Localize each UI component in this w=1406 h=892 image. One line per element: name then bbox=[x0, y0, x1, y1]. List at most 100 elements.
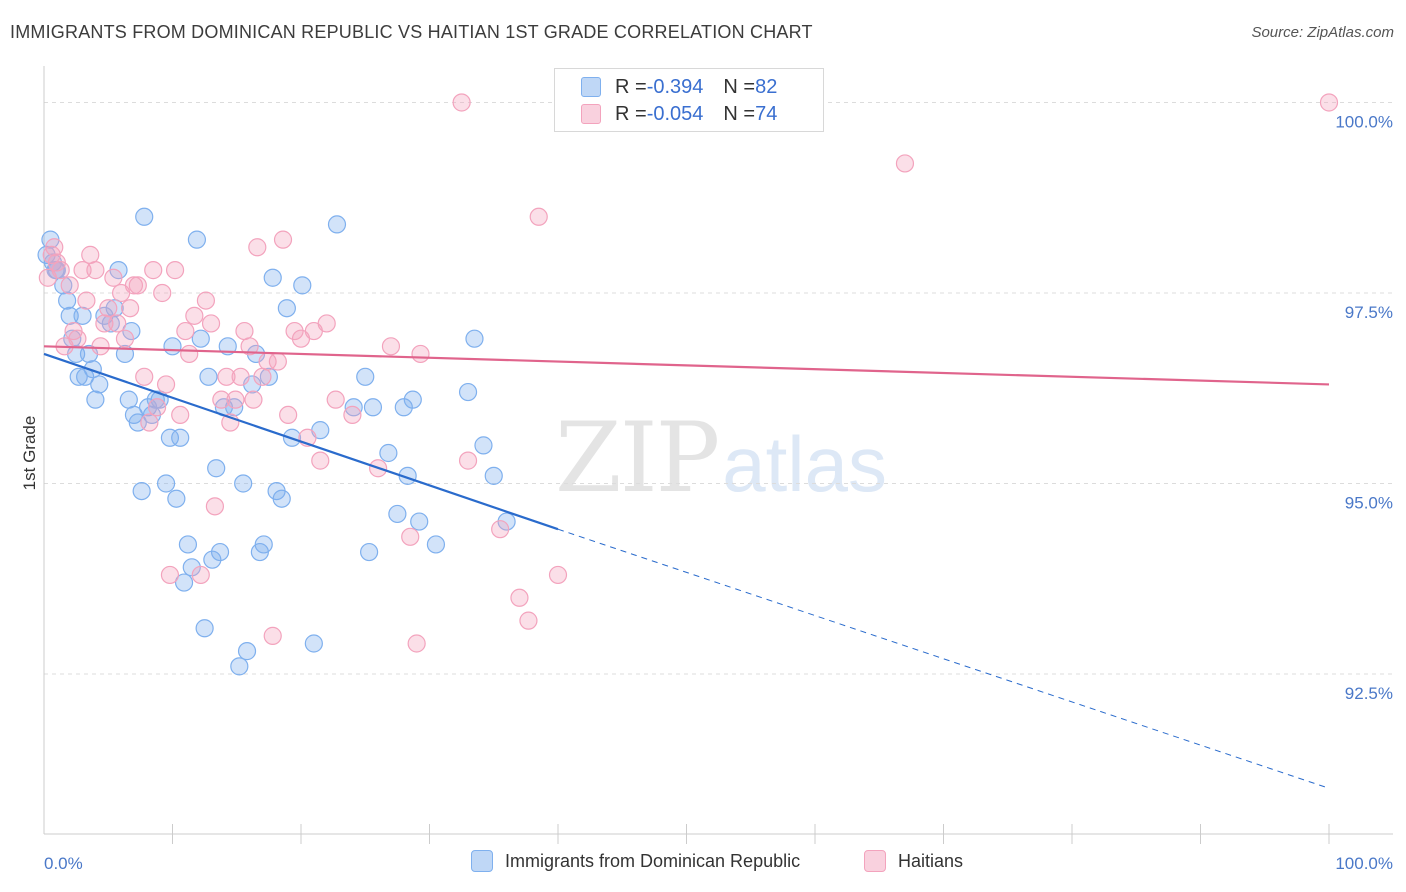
r-value: -0.054 bbox=[646, 102, 704, 125]
y-tick-label: 92.5% bbox=[1345, 684, 1393, 703]
point-haitian bbox=[407, 634, 426, 653]
point-haitian bbox=[458, 451, 478, 470]
point-haitian bbox=[124, 276, 144, 295]
point-dominican bbox=[465, 329, 484, 348]
point-haitian bbox=[1319, 93, 1339, 112]
point-haitian bbox=[548, 565, 568, 585]
point-haitian bbox=[104, 268, 123, 287]
point-dominican bbox=[458, 382, 478, 402]
y-axis-title: 1st Grade bbox=[20, 416, 39, 491]
point-haitian bbox=[45, 238, 64, 257]
point-haitian bbox=[519, 611, 538, 630]
point-haitian bbox=[311, 451, 330, 470]
point-haitian bbox=[235, 321, 254, 341]
point-haitian bbox=[153, 283, 172, 303]
point-dominican bbox=[304, 634, 323, 653]
series-haitian-points bbox=[38, 93, 1339, 653]
x-tick-label: 100.0% bbox=[1335, 854, 1393, 873]
watermark: ZIPatlas bbox=[555, 402, 887, 514]
point-haitian bbox=[317, 314, 336, 333]
r-label: R = bbox=[615, 102, 647, 125]
point-dominican bbox=[54, 276, 73, 295]
point-haitian bbox=[180, 344, 199, 364]
point-dominican bbox=[101, 314, 120, 333]
point-dominican bbox=[83, 360, 102, 379]
point-dominican bbox=[403, 390, 422, 409]
y-tick-label: 95.0% bbox=[1345, 493, 1393, 512]
point-dominican bbox=[160, 428, 180, 447]
legend-swatch-dominican bbox=[471, 850, 493, 872]
point-dominican bbox=[426, 535, 446, 554]
tick-labels: 92.5% 95.0% 97.5% 100.0% 0.0% 100.0% 1st Grade bbox=[20, 112, 1393, 873]
point-haitian bbox=[185, 306, 204, 325]
n-value: 74 bbox=[755, 102, 778, 125]
point-haitian bbox=[205, 497, 225, 516]
point-haitian bbox=[95, 314, 114, 333]
point-dominican bbox=[203, 550, 222, 569]
point-haitian bbox=[160, 565, 180, 585]
point-dominican bbox=[58, 291, 77, 310]
point-dominican bbox=[277, 299, 296, 318]
point-haitian bbox=[51, 261, 70, 280]
point-haitian bbox=[171, 405, 190, 424]
legend-swatch-haitian bbox=[581, 104, 601, 124]
point-haitian bbox=[268, 352, 287, 371]
point-haitian bbox=[279, 405, 298, 424]
point-haitian bbox=[401, 527, 420, 546]
legend-item-dominican: Immigrants from Dominican Republic bbox=[471, 850, 800, 872]
point-dominican bbox=[344, 398, 363, 417]
point-haitian bbox=[191, 565, 210, 585]
point-dominican bbox=[293, 276, 312, 295]
point-haitian bbox=[326, 390, 345, 409]
point-haitian bbox=[77, 291, 96, 310]
point-haitian bbox=[529, 207, 548, 226]
stats-legend-row-dominican: R = -0.394 N = 82 bbox=[555, 74, 777, 100]
x-tick-label: 0.0% bbox=[44, 854, 83, 873]
point-haitian bbox=[156, 375, 176, 394]
point-haitian bbox=[60, 276, 79, 295]
point-haitian bbox=[263, 626, 282, 645]
point-haitian bbox=[120, 299, 140, 318]
point-haitian bbox=[115, 329, 135, 348]
trend-extension-dominican bbox=[557, 528, 1330, 789]
point-haitian bbox=[91, 337, 110, 356]
stats-legend-row-haitian: R = -0.054 N = 74 bbox=[555, 101, 777, 127]
y-tick-label: 97.5% bbox=[1345, 303, 1393, 322]
r-value: -0.394 bbox=[646, 75, 704, 98]
point-haitian bbox=[510, 588, 529, 607]
point-dominican bbox=[210, 542, 230, 562]
point-haitian bbox=[240, 337, 259, 356]
point-dominican bbox=[119, 390, 138, 409]
point-dominican bbox=[379, 443, 398, 463]
stats-legend: R = -0.394 N = 82 R = -0.054 N = 74 bbox=[554, 68, 824, 132]
legend-label-dominican: Immigrants from Dominican Republic bbox=[505, 850, 801, 871]
point-haitian bbox=[140, 413, 159, 432]
point-dominican bbox=[163, 337, 182, 356]
point-dominican bbox=[259, 367, 278, 386]
point-haitian bbox=[128, 276, 147, 295]
point-haitian bbox=[244, 390, 263, 409]
point-haitian bbox=[248, 238, 267, 257]
point-dominican bbox=[234, 474, 253, 493]
point-haitian bbox=[176, 321, 195, 341]
trend-line-dominican bbox=[43, 352, 559, 531]
point-dominican bbox=[105, 299, 124, 318]
point-dominican bbox=[272, 489, 291, 508]
point-dominican bbox=[410, 512, 429, 531]
y-tick-label: 100.0% bbox=[1335, 112, 1393, 131]
point-haitian bbox=[343, 405, 362, 424]
point-dominican bbox=[356, 367, 375, 386]
legend-item-haitian: Haitians bbox=[864, 850, 963, 872]
legend-label-haitian: Haitians bbox=[898, 850, 964, 871]
n-value: 82 bbox=[755, 75, 778, 98]
point-dominican bbox=[90, 375, 109, 394]
point-dominican bbox=[122, 321, 141, 341]
point-dominican bbox=[474, 436, 493, 455]
point-haitian bbox=[895, 154, 915, 173]
point-dominican bbox=[388, 504, 407, 524]
point-dominican bbox=[207, 459, 226, 478]
point-haitian bbox=[196, 291, 216, 310]
point-dominican bbox=[327, 215, 347, 234]
point-dominican bbox=[230, 657, 249, 676]
